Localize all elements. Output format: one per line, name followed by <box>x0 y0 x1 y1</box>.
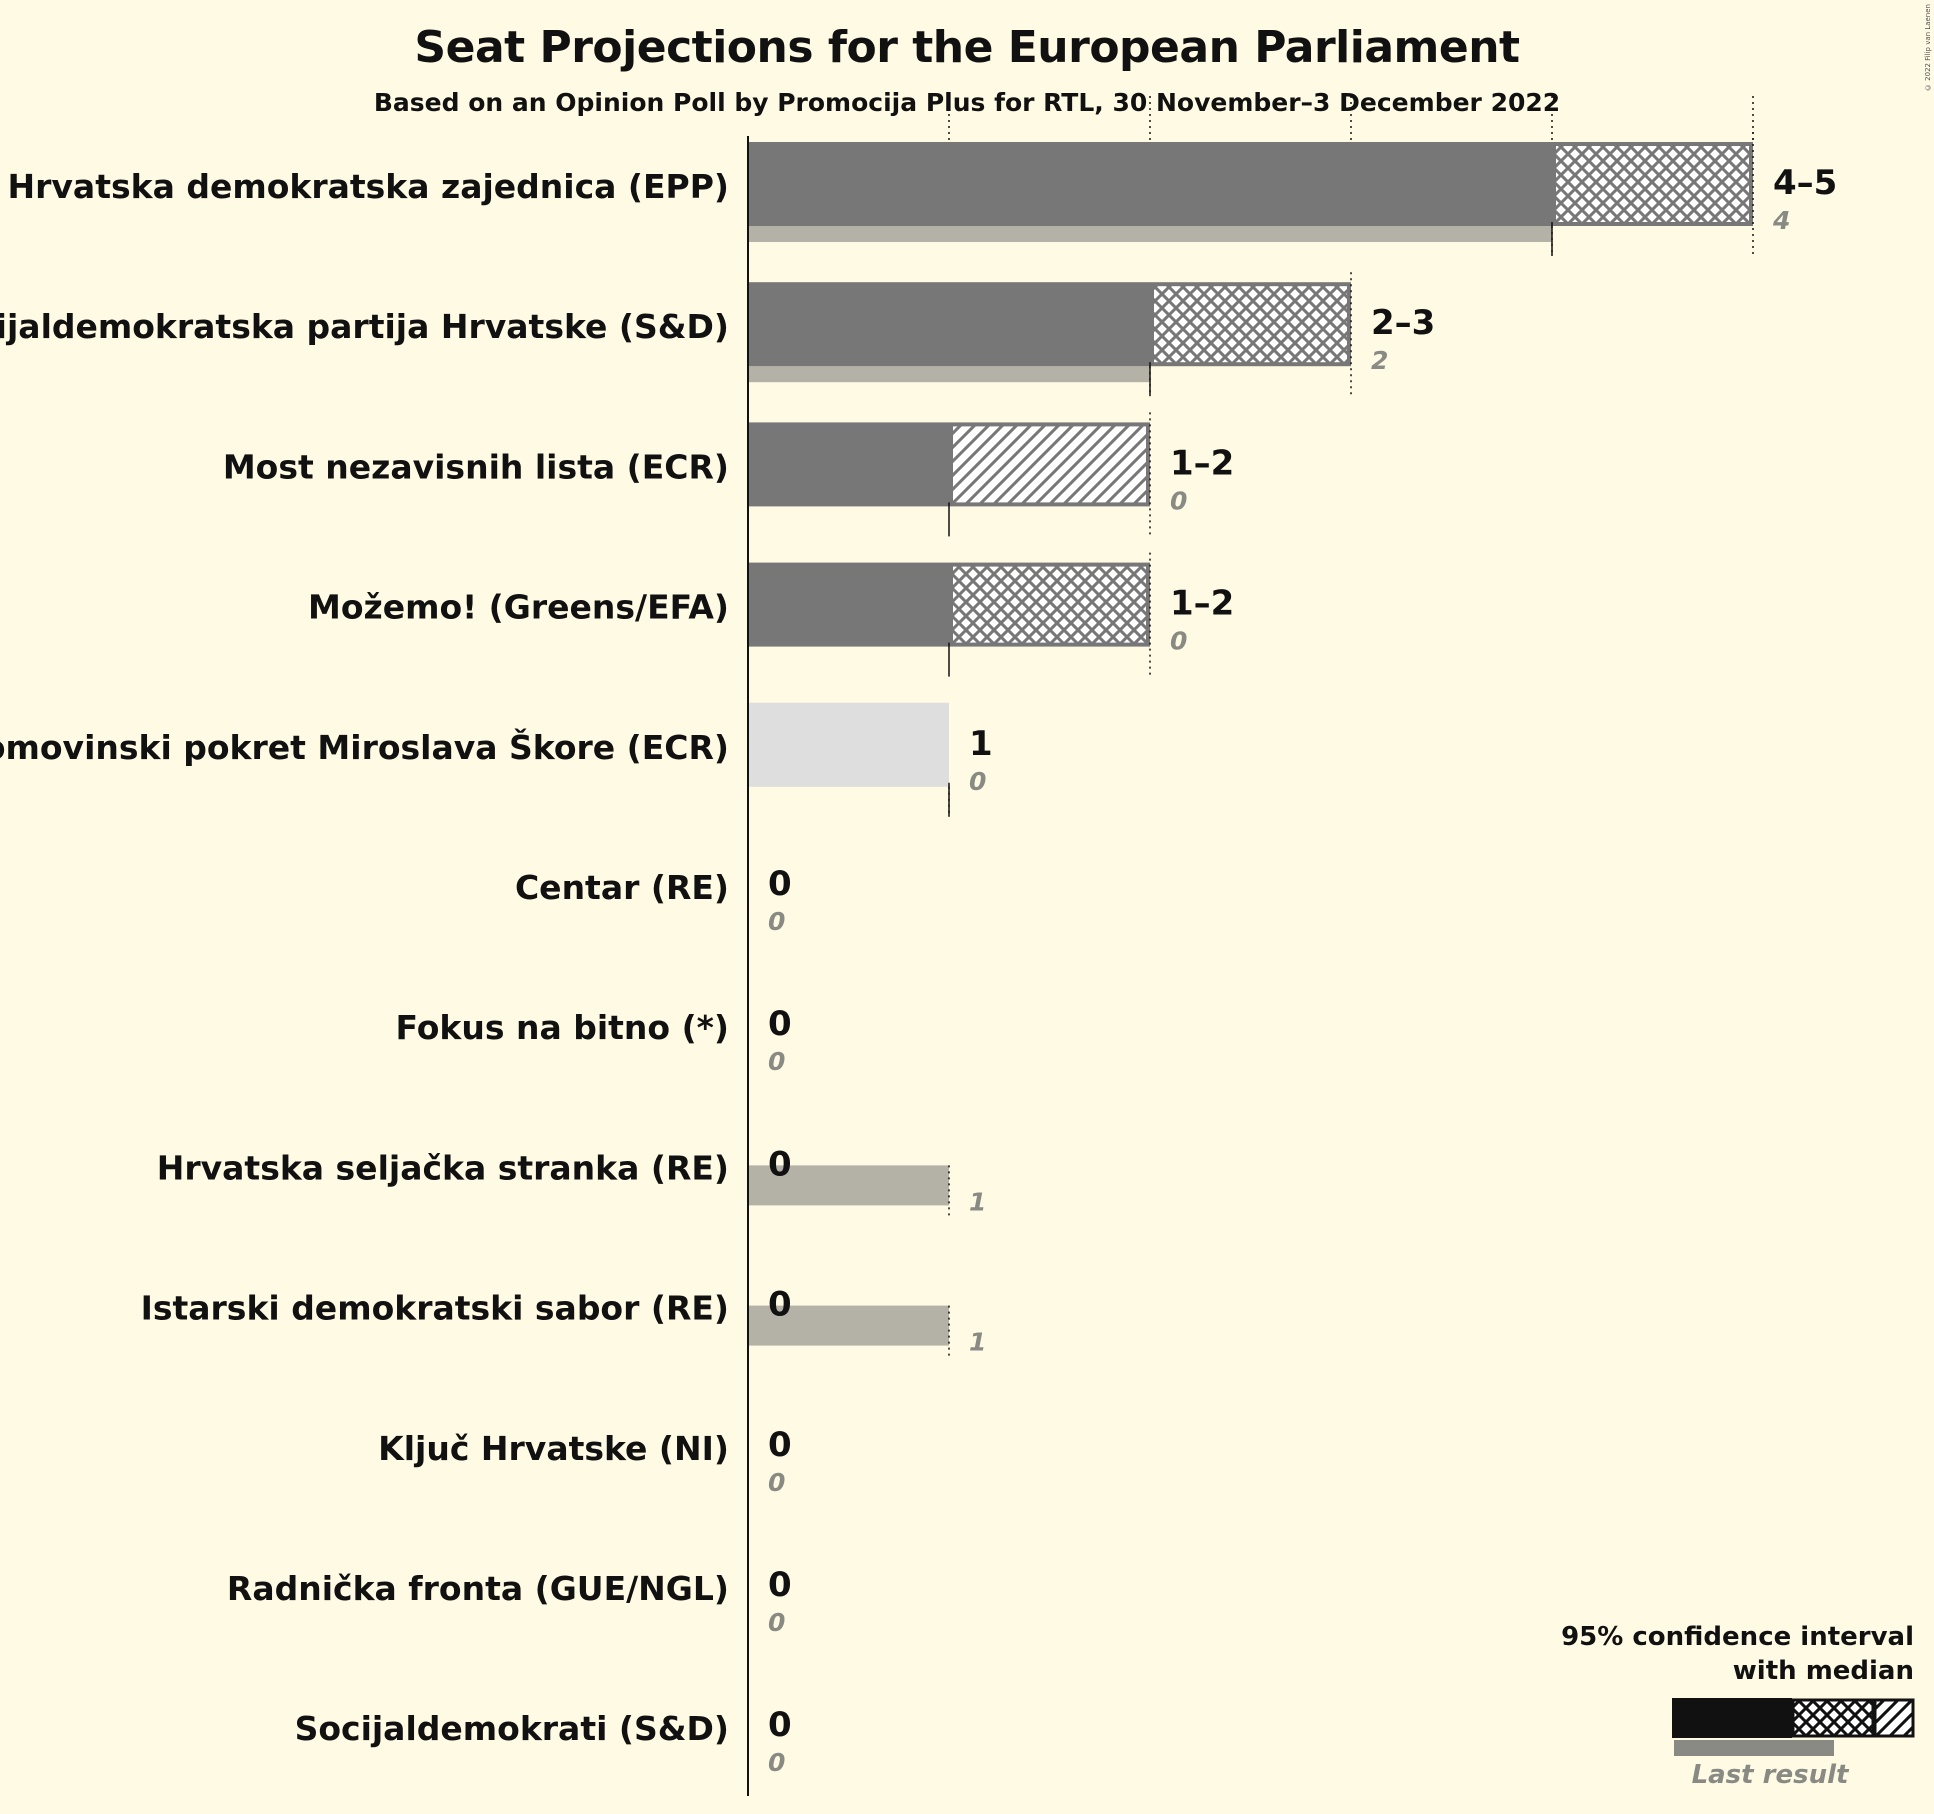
range-label: 1–2 <box>1170 443 1234 483</box>
legend-graphic <box>1672 1698 1915 1756</box>
legend-ci-text: 95% confidence interval with median <box>1561 1620 1914 1688</box>
last-result-label: 2 <box>1371 346 1388 375</box>
category-label: Fokus na bitno (*) <box>396 1008 729 1047</box>
last-result-label: 0 <box>1170 627 1187 656</box>
range-label: 0 <box>768 1425 792 1465</box>
confidence-interval-bar <box>1552 142 1753 226</box>
legend-ci-label-line1: 95% confidence interval <box>1561 1622 1914 1652</box>
confidence-interval-bar <box>949 562 1150 647</box>
legend-crosshatch-bar <box>1791 1698 1875 1738</box>
category-label: Hrvatska demokratska zajednica (EPP) <box>8 167 729 206</box>
category-label: Istarski demokratski sabor (RE) <box>141 1289 729 1328</box>
grid-lines <box>948 96 1754 142</box>
range-label: 0 <box>768 864 792 904</box>
range-label: 0 <box>768 1285 792 1325</box>
legend-ci-label-line2: with median <box>1732 1656 1914 1686</box>
bars <box>748 132 1754 1358</box>
range-label: 0 <box>768 1144 792 1184</box>
category-label: Domovinski pokret Miroslava Škore (ECR) <box>0 727 729 767</box>
last-result-label: 0 <box>768 1468 785 1497</box>
confidence-interval-bar <box>1150 282 1351 367</box>
last-result-label: 1 <box>969 1187 986 1216</box>
last-result-label: 0 <box>768 907 785 936</box>
range-label: 0 <box>768 1705 792 1745</box>
last-result-label: 1 <box>969 1328 986 1357</box>
legend-diagonal-bar <box>1873 1698 1915 1738</box>
last-result-label: 0 <box>969 767 986 796</box>
chart-title: Seat Projections for the European Parlia… <box>414 22 1520 73</box>
last-result-bar <box>748 366 1150 383</box>
range-label: 4–5 <box>1773 163 1837 203</box>
category-label: Socijaldemokratska partija Hrvatske (S&D… <box>0 307 729 346</box>
legend-last-result-bar <box>1674 1740 1834 1756</box>
category-label: Centar (RE) <box>515 868 729 907</box>
range-label: 0 <box>768 1004 792 1044</box>
category-label: Ključ Hrvatske (NI) <box>378 1429 729 1468</box>
last-result-bar <box>748 226 1552 242</box>
median-bar <box>748 282 1150 367</box>
category-label: Radnička fronta (GUE/NGL) <box>227 1569 729 1608</box>
category-label: Most nezavisnih lista (ECR) <box>223 447 729 486</box>
category-label: Možemo! (Greens/EFA) <box>308 588 729 627</box>
last-result-bar <box>748 1165 949 1206</box>
labels: Hrvatska demokratska zajednica (EPP) 4–5 4… <box>0 136 1837 1796</box>
last-result-label: 0 <box>1170 486 1187 515</box>
median-bar <box>748 142 1552 226</box>
last-result-label: 4 <box>1772 206 1790 235</box>
last-result-label: 0 <box>768 1047 785 1076</box>
range-label: 0 <box>768 1565 792 1605</box>
category-label: Socijaldemokrati (S&D) <box>295 1709 729 1748</box>
confidence-interval-bar <box>949 422 1150 507</box>
median-bar <box>748 562 949 647</box>
last-result-label: 0 <box>768 1608 785 1637</box>
range-label: 1 <box>969 724 993 764</box>
category-label: Hrvatska seljačka stranka (RE) <box>157 1148 729 1187</box>
range-label: 1–2 <box>1170 584 1234 624</box>
legend-median-bar <box>1672 1698 1792 1738</box>
range-label: 2–3 <box>1371 303 1435 343</box>
median-bar <box>748 702 949 787</box>
chart-subtitle: Based on an Opinion Poll by Promocija Pl… <box>373 88 1561 117</box>
legend-last-result-label: Last result <box>1691 1760 1849 1790</box>
median-bar <box>748 422 949 507</box>
last-result-label: 0 <box>768 1748 785 1777</box>
last-result-bar <box>748 1305 949 1346</box>
